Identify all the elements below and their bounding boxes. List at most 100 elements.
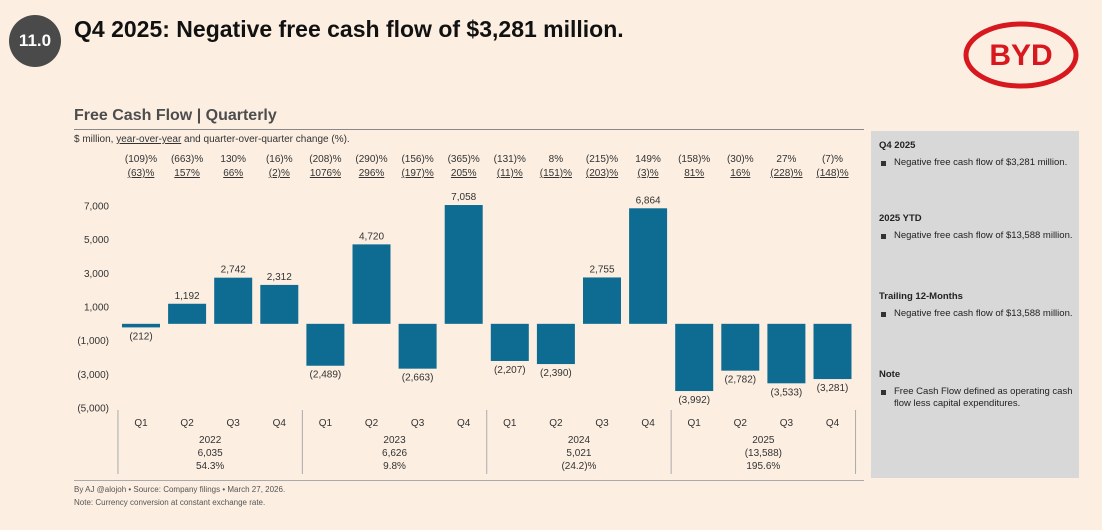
yoy-change-label: 27% [776,154,796,165]
footer-source: By AJ @alojoh • Source: Company filings … [74,485,286,494]
bar [122,323,160,328]
yoy-change-label: (131)% [494,154,526,165]
value-label: (2,489) [310,370,342,381]
bar [398,323,437,369]
bullet-square-icon [881,234,886,239]
bar [352,244,391,324]
yoy-change-label: (156)% [401,154,433,165]
chart-title: Free Cash Flow | Quarterly [74,107,277,124]
panel-bullet-text: Free Cash Flow defined as operating cash… [894,386,1073,409]
yoy-change-label: 8% [549,154,564,165]
quarter-label: Q4 [826,418,840,429]
qoq-change-label: 157% [174,168,200,179]
yoy-change-label: (215)% [586,154,618,165]
y-tick-label: 7,000 [84,202,109,213]
year-label: 2025 [752,435,775,446]
qoq-change-label: (197)% [401,168,433,179]
quarter-label: Q4 [273,418,287,429]
year-total-label: (13,588) [745,448,782,459]
qoq-change-label: (148)% [816,168,848,179]
year-change-label: 9.8% [383,461,406,472]
value-label: 2,312 [267,272,292,283]
panel-section-ytd: 2025 YTD Negative free cash flow of $13,… [879,213,1075,242]
qoq-change-label: 66% [223,168,243,179]
value-label: (2,207) [494,365,526,376]
panel-section-note: Note Free Cash Flow defined as operating… [879,369,1075,410]
value-label: 2,755 [589,264,614,275]
year-total-label: 6,035 [198,448,223,459]
subtitle-yoy: year-over-year [116,134,182,145]
value-label: 2,742 [221,265,246,276]
year-change-label: 54.3% [196,461,224,472]
panel-bullet-text: Negative free cash flow of $13,588 milli… [894,308,1073,319]
bar [813,323,852,380]
panel-bullet: Negative free cash flow of $13,588 milli… [879,230,1075,242]
quarter-label: Q3 [411,418,425,429]
panel-section-q4: Q4 2025 Negative free cash flow of $3,28… [879,140,1075,169]
panel-heading: Trailing 12-Months [879,291,963,302]
panel-heading: Q4 2025 [879,140,916,151]
bar [214,277,253,324]
value-label: (3,533) [771,387,803,398]
footer-divider [74,480,864,481]
year-change-label: (24.2)% [561,461,596,472]
qoq-change-label: (3)% [638,168,659,179]
qoq-change-label: (2)% [269,168,290,179]
panel-bullet: Free Cash Flow defined as operating cash… [879,386,1075,410]
panel-section-ttm: Trailing 12-Months Negative free cash fl… [879,291,1075,320]
yoy-change-label: (365)% [448,154,480,165]
bar [490,323,529,361]
panel-heading: Note [879,369,901,380]
bullet-square-icon [881,312,886,317]
year-change-label: 195.6% [746,461,780,472]
subtitle-units: $ million, [74,134,117,145]
year-label: 2023 [383,435,406,446]
value-label: (3,281) [817,383,849,394]
title-divider [74,129,864,130]
yoy-change-label: (208)% [309,154,341,165]
value-label: (212) [129,331,152,342]
commentary-panel: Q4 2025 Negative free cash flow of $3,28… [871,131,1079,478]
quarter-label: Q1 [319,418,333,429]
bar [536,323,575,365]
yoy-change-label: (7)% [822,154,843,165]
qoq-change-label: 16% [730,168,750,179]
bar [583,277,621,324]
value-label: 6,864 [636,195,661,206]
year-total-label: 6,626 [382,448,407,459]
qoq-change-label: (63)% [128,168,155,179]
section-number-badge: 11.0 [9,15,61,67]
y-tick-label: (5,000) [77,404,109,415]
qoq-change-label: 1076% [310,168,341,179]
qoq-change-label: (151)% [540,168,572,179]
qoq-change-label: (203)% [586,168,618,179]
quarter-label: Q4 [457,418,471,429]
quarter-label: Q1 [688,418,702,429]
subtitle-qoq: and quarter-over-quarter change (%). [181,134,350,145]
panel-heading: 2025 YTD [879,213,922,224]
qoq-change-label: (228)% [770,168,802,179]
yoy-change-label: 130% [220,154,246,165]
quarter-label: Q3 [780,418,794,429]
bar [721,323,760,371]
qoq-change-label: (11)% [497,168,523,179]
quarter-label: Q2 [549,418,563,429]
quarter-label: Q2 [734,418,748,429]
bar [767,323,806,384]
panel-bullet: Negative free cash flow of $13,588 milli… [879,308,1075,320]
bar [306,323,345,366]
panel-bullet: Negative free cash flow of $3,281 millio… [879,157,1075,169]
bar [675,323,714,392]
yoy-change-label: (663)% [171,154,203,165]
qoq-change-label: 205% [451,168,477,179]
bar [444,205,483,324]
yoy-change-label: 149% [635,154,661,165]
quarter-label: Q2 [180,418,194,429]
bullet-square-icon [881,161,886,166]
quarter-label: Q2 [365,418,379,429]
qoq-change-label: 81% [684,168,704,179]
bar [260,284,299,324]
bar [168,303,207,324]
qoq-change-label: 296% [359,168,385,179]
